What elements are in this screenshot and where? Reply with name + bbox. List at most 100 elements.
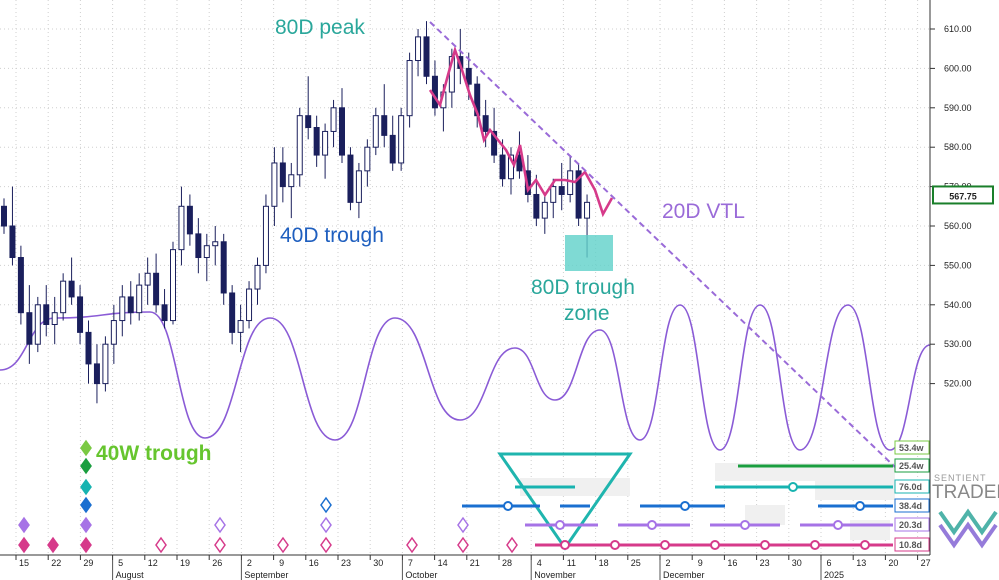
date-tick-label: 16 <box>309 558 319 568</box>
cycle-label: 38.4d <box>894 498 930 513</box>
date-tick-label: 30 <box>373 558 383 568</box>
price-tick-label: 520.00 <box>944 379 972 389</box>
date-tick-label: 21 <box>470 558 480 568</box>
annotation-40d-trough: 40D trough <box>280 224 384 247</box>
price-tick-label: 550.00 <box>944 260 972 270</box>
diamond-marker-icon <box>457 516 469 534</box>
month-label: September <box>244 570 288 580</box>
price-tick-label: 560.00 <box>944 221 972 231</box>
candle <box>85 320 92 384</box>
month-label: December <box>663 570 705 580</box>
cycle-label: 10.8d <box>894 537 930 552</box>
candle <box>212 226 219 266</box>
candle <box>68 257 75 305</box>
date-tick-label: 13 <box>856 558 866 568</box>
candle <box>322 123 329 179</box>
date-tick-label: 27 <box>921 558 931 568</box>
candle <box>77 285 84 345</box>
annotation-zone: zone <box>564 302 610 325</box>
candle <box>34 296 41 353</box>
candle <box>550 178 557 219</box>
diamond-marker-icon <box>320 536 332 554</box>
candle <box>296 107 303 187</box>
diamond-marker-icon <box>47 536 59 554</box>
candle <box>364 139 371 187</box>
candle <box>541 194 548 234</box>
date-tick-label: 12 <box>148 558 158 568</box>
candles-layer <box>1 21 591 404</box>
month-labels: August September October November December 20… <box>112 560 844 580</box>
svg-text:76.0d: 76.0d <box>899 482 922 492</box>
moving-average-line <box>428 45 614 218</box>
date-tick-label: 18 <box>599 558 609 568</box>
candle <box>398 107 405 171</box>
date-tick-label: 5 <box>118 558 123 568</box>
diamond-marker-icon <box>80 439 92 457</box>
sentient-trader-watermark: SENTIENT TRADER <box>932 473 999 549</box>
date-tick-label: 23 <box>341 558 351 568</box>
vtl-dashed-line <box>429 21 896 468</box>
candle <box>220 233 227 305</box>
candle <box>229 285 236 345</box>
date-tick-label: 26 <box>212 558 222 568</box>
candle <box>313 115 320 167</box>
date-tick-label: 28 <box>502 558 512 568</box>
cycle-oscillator-line <box>0 304 931 451</box>
watermark-line2: TRADER <box>932 482 999 503</box>
date-tick-label: 7 <box>408 558 413 568</box>
watermark-logo-icon <box>938 508 998 549</box>
diamond-marker-icon <box>155 536 167 554</box>
annotation-80d-peak: 80D peak <box>275 16 365 39</box>
candle <box>254 257 261 305</box>
candle <box>26 285 33 364</box>
date-tick-label: 20 <box>888 558 898 568</box>
price-tick-label: 610.00 <box>944 24 972 34</box>
candle <box>186 194 193 246</box>
date-tick-label: 22 <box>51 558 61 568</box>
date-tick-label: 25 <box>631 558 641 568</box>
date-tick-label: 14 <box>438 558 448 568</box>
month-label: October <box>405 570 437 580</box>
candle <box>110 304 117 364</box>
month-label: August <box>116 570 145 580</box>
date-tick-label: 23 <box>760 558 770 568</box>
candle <box>144 257 151 305</box>
diamond-marker-icon <box>320 516 332 534</box>
diamond-marker-icon <box>80 478 92 496</box>
svg-text:38.4d: 38.4d <box>899 501 922 511</box>
date-tick-label: 16 <box>727 558 737 568</box>
candle <box>558 162 565 211</box>
candle <box>195 218 202 274</box>
diamond-marker-icon <box>406 536 418 554</box>
cycle-label: 53.4w <box>894 440 930 455</box>
price-tick-label: 600.00 <box>944 63 972 73</box>
date-tick-label: 4 <box>537 558 542 568</box>
date-tick-label: 11 <box>567 558 576 568</box>
date-tick-label: 29 <box>83 558 93 568</box>
date-tick-label: 19 <box>180 558 190 568</box>
cycle-label: 76.0d <box>894 479 930 494</box>
diamond-marker-icon <box>457 536 469 554</box>
diamond-marker-icon <box>506 536 518 554</box>
price-tick-label: 580.00 <box>944 142 972 152</box>
date-tick-label: 9 <box>279 558 284 568</box>
cycle-label: 25.4w <box>894 458 930 473</box>
price-tick-label: 530.00 <box>944 339 972 349</box>
watermark-line1: SENTIENT <box>934 473 987 483</box>
date-axis-ticks: 15 22 29 5 12 19 26 2 9 16 23 30 7 14 21 28 4 11 18 25 2 9 16 2… <box>15 555 931 568</box>
candle <box>330 99 337 148</box>
candle <box>279 147 286 203</box>
price-tick-label: 590.00 <box>944 103 972 113</box>
candle <box>271 147 278 226</box>
candle <box>508 147 514 195</box>
candle <box>288 162 295 219</box>
candle <box>93 344 100 404</box>
candle <box>533 174 540 226</box>
candle <box>305 76 312 140</box>
candle <box>423 21 430 85</box>
candle <box>203 233 210 282</box>
diamond-marker-icon <box>18 516 30 534</box>
candle <box>178 186 185 266</box>
last-price-tag: 567.75 <box>932 185 994 205</box>
